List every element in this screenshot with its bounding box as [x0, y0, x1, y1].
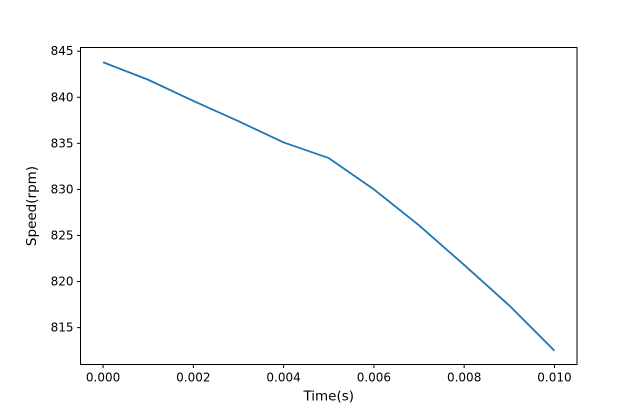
x-axis-label: Time(s)	[302, 389, 354, 405]
plot-area-border	[80, 47, 578, 365]
y-tick-label: 815	[51, 321, 74, 335]
y-tick-label: 840	[51, 90, 74, 104]
x-tick-label: 0.008	[447, 371, 481, 385]
y-axis-ticks: 815 820 825 830 835 840 845	[51, 44, 81, 335]
x-tick-label: 0.002	[176, 371, 210, 385]
y-tick-label: 820	[51, 275, 74, 289]
x-tick-label: 0.000	[86, 371, 120, 385]
x-tick-label: 0.010	[537, 371, 571, 385]
x-tick-label: 0.006	[357, 371, 391, 385]
speed-line-series	[102, 61, 556, 352]
y-tick-label: 835	[51, 136, 74, 150]
x-axis-ticks: 0.000 0.002 0.004 0.006 0.008 0.010	[86, 364, 572, 385]
y-axis-label: Speed(rpm)	[24, 166, 40, 246]
y-tick-label: 845	[51, 44, 74, 58]
y-tick-label: 830	[51, 182, 74, 196]
x-tick-label: 0.004	[266, 371, 300, 385]
y-tick-label: 825	[51, 228, 74, 242]
line-series-group	[102, 61, 556, 352]
